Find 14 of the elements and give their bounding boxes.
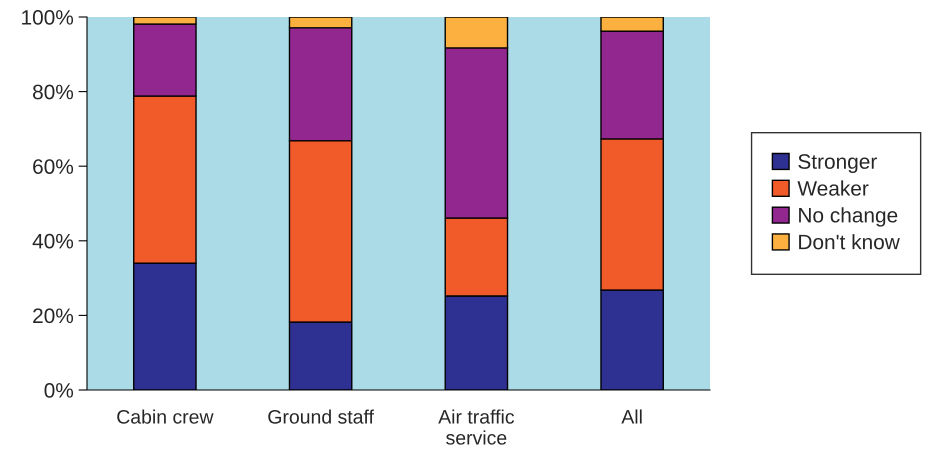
y-tick-label: 20% [33, 308, 74, 324]
x-tick-label: Cabin crew [117, 409, 214, 424]
x-tick-label: Ground staff [268, 409, 374, 424]
x-tick-label: All [621, 409, 642, 424]
y-tick-label: 100% [22, 10, 74, 25]
legend-label: Weaker [797, 180, 868, 196]
y-tick-label: 60% [33, 159, 74, 174]
x-tick-label: Air traffic service [438, 409, 514, 445]
legend-label: No change [799, 207, 898, 227]
y-tick-label: 0% [44, 383, 74, 398]
legend-label: Don't know [799, 234, 900, 250]
y-tick-label: 80% [33, 84, 74, 100]
y-tick-label: 40% [32, 234, 74, 249]
legend-label: Stronger [798, 154, 877, 174]
